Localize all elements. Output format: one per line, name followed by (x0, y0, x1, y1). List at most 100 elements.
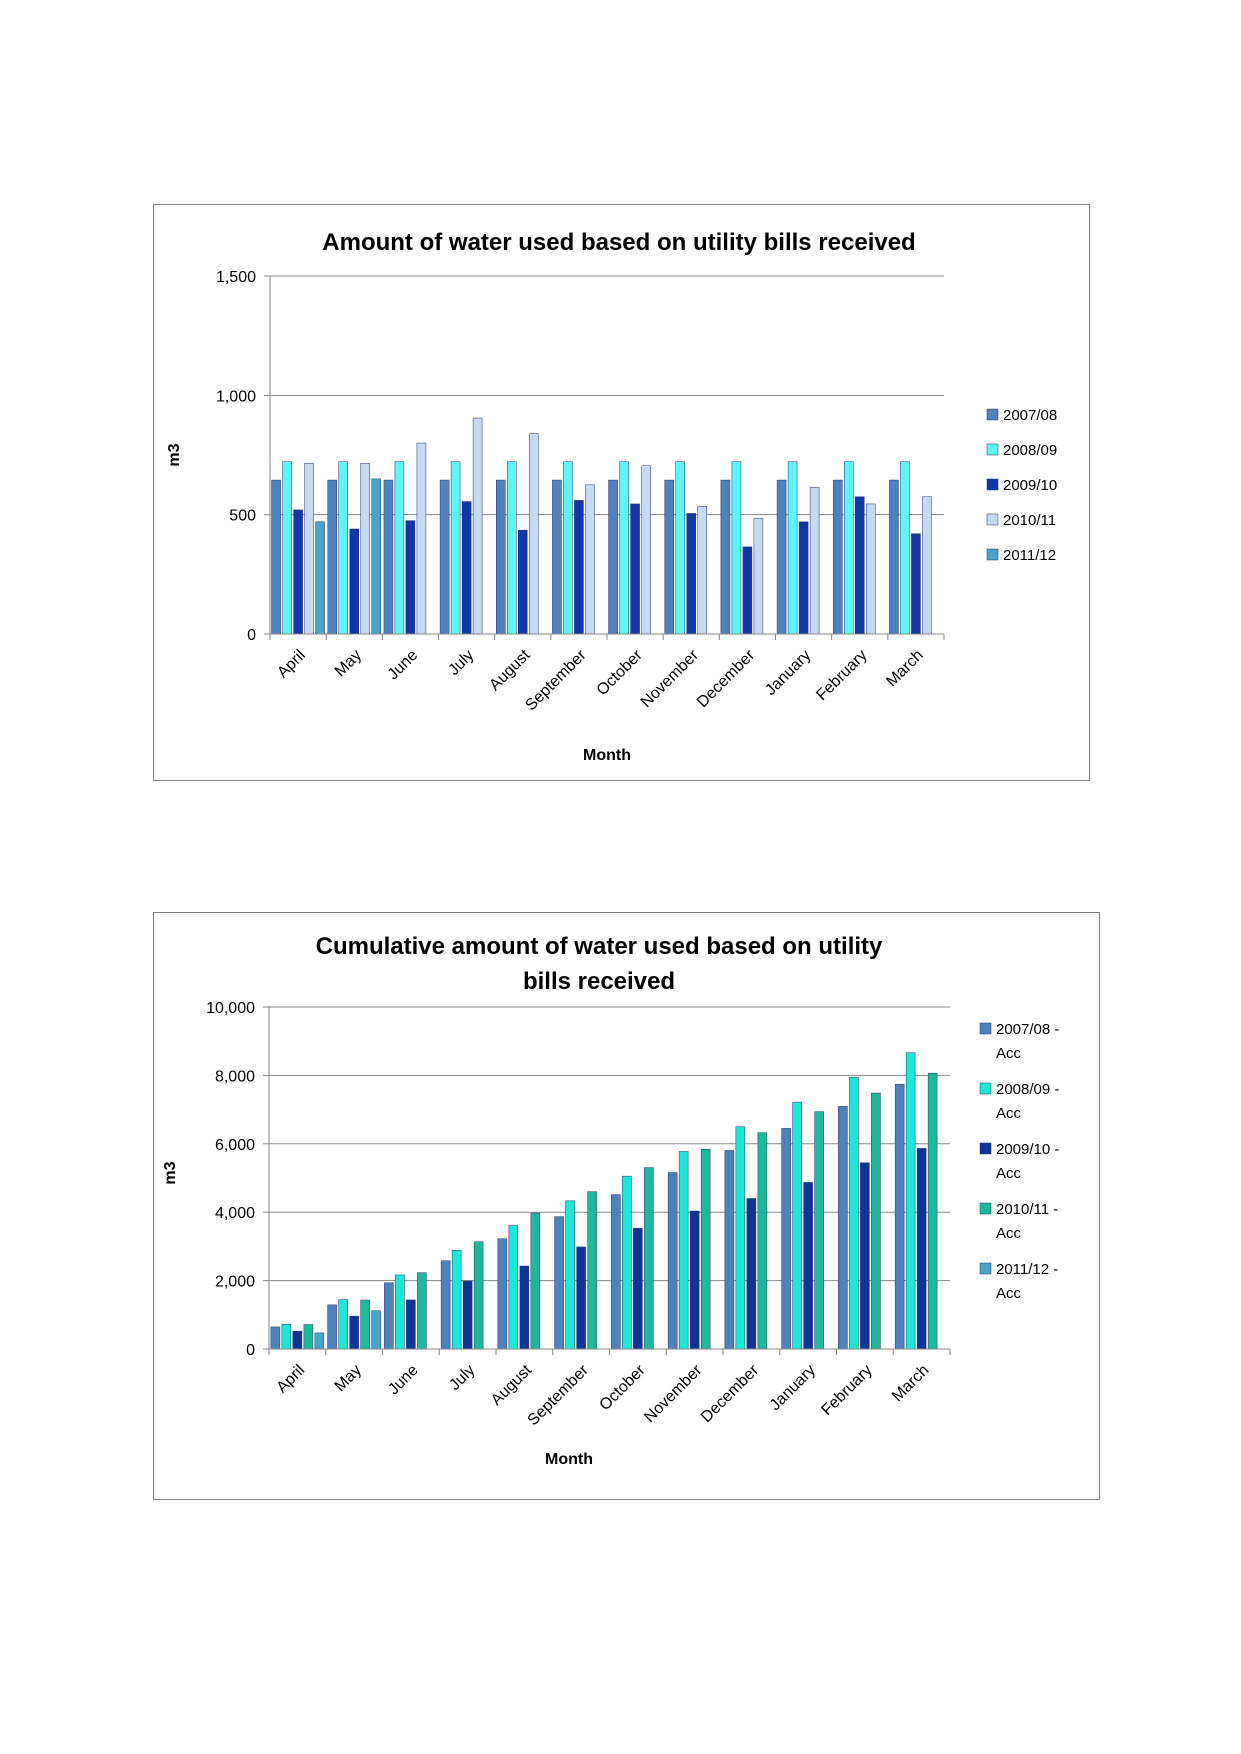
bar (844, 461, 854, 635)
y-tick-label: 8,000 (215, 1068, 255, 1085)
legend-label: 2010/11 (1003, 512, 1056, 529)
bar (686, 513, 696, 635)
x-tick-label: October (594, 646, 647, 699)
bar (314, 1332, 325, 1350)
y-tick-label: 0 (246, 1342, 255, 1359)
bar (742, 546, 753, 635)
x-tick-label: June (385, 1362, 422, 1399)
bar (814, 1111, 824, 1350)
x-tick-label: September (525, 1361, 593, 1429)
chart-title: Amount of water used based on utility bi… (322, 229, 915, 256)
bar (574, 500, 584, 635)
bar (735, 1126, 746, 1350)
x-tick-label: December (698, 1361, 763, 1426)
bar (440, 1260, 451, 1350)
bar (697, 506, 707, 635)
bar (303, 1324, 314, 1350)
bar (338, 1299, 348, 1350)
chart-title-line-2: bills received (523, 968, 675, 995)
bar (384, 1282, 394, 1350)
bar (497, 1238, 508, 1350)
bar (304, 463, 314, 635)
bar (327, 479, 337, 635)
bar (619, 461, 629, 635)
chart-title: Cumulative amount of water used based on… (316, 933, 883, 995)
bars-group (271, 417, 932, 635)
bar (849, 1077, 859, 1350)
bar (327, 1304, 337, 1350)
legend-label: 2007/08 (1003, 407, 1057, 424)
x-tick-label: April (274, 1362, 309, 1397)
bar (416, 442, 427, 635)
bar (563, 461, 573, 635)
bar (622, 1175, 632, 1350)
gridlines (263, 1006, 950, 1350)
bar (349, 528, 359, 635)
legend-label: 2010/11 -Acc (996, 1201, 1058, 1242)
y-axis-title: m3 (162, 1161, 179, 1184)
bar (293, 509, 303, 635)
x-tick-label: June (385, 647, 422, 684)
x-tick-label: March (889, 1362, 932, 1405)
bar (587, 1191, 597, 1350)
bar (700, 1149, 711, 1350)
water-usage-chart: Amount of water used based on utility bi… (153, 204, 1090, 781)
legend-label: 2008/09 (1003, 442, 1057, 459)
legend-swatch (979, 1142, 992, 1155)
bar (803, 1182, 813, 1350)
legend-label: 2011/12 (1003, 547, 1056, 564)
bar (473, 1241, 484, 1350)
bar (371, 1310, 381, 1350)
legend-label: 2009/10 -Acc (996, 1141, 1059, 1182)
y-tick-label: 500 (229, 508, 256, 525)
bar (383, 479, 394, 635)
bar (689, 1210, 700, 1350)
bar (866, 503, 876, 635)
legend-swatch (986, 478, 999, 491)
x-tick-label: July (446, 1362, 478, 1394)
bar (406, 1299, 416, 1350)
bar (641, 465, 651, 635)
bar (554, 1216, 564, 1350)
bar (496, 479, 506, 635)
bar (633, 1228, 643, 1350)
bar (838, 1106, 848, 1350)
bar (905, 1052, 916, 1350)
bar (585, 484, 595, 635)
x-tick-label: May (332, 647, 365, 680)
bar (798, 521, 809, 635)
bar (405, 520, 416, 635)
bar (781, 1128, 791, 1350)
x-tick-label: February (813, 647, 870, 704)
bar (927, 1073, 938, 1350)
legend-label: 2011/12 -Acc (996, 1261, 1058, 1302)
legend-swatch (986, 548, 999, 561)
x-tick-label: September (522, 646, 590, 714)
bar (270, 1326, 281, 1350)
bar (472, 417, 483, 635)
bar (462, 1280, 473, 1350)
bar (608, 479, 618, 635)
bar (271, 479, 281, 635)
y-tick-label: 0 (247, 627, 256, 644)
bar (860, 1162, 870, 1350)
x-tick-label: November (641, 1361, 706, 1426)
x-tick-label: April (274, 647, 309, 682)
bar (757, 1132, 768, 1350)
x-tick-marks (268, 1349, 951, 1355)
bar (894, 1084, 905, 1350)
bar (451, 1249, 462, 1350)
bar (746, 1198, 757, 1350)
legend-swatch (979, 1202, 992, 1215)
bar (787, 461, 798, 635)
cumulative-water-usage-chart: Cumulative amount of water used based on… (153, 912, 1100, 1500)
legend-swatch (986, 513, 999, 526)
cumulative-water-usage-chart-svg: Cumulative amount of water used based on… (162, 933, 1059, 1468)
y-axis-title: m3 (166, 443, 183, 466)
gridlines (264, 275, 944, 635)
legend-label: 2007/08 -Acc (996, 1021, 1059, 1062)
y-tick-label: 1,000 (216, 388, 256, 405)
bar (565, 1200, 575, 1350)
